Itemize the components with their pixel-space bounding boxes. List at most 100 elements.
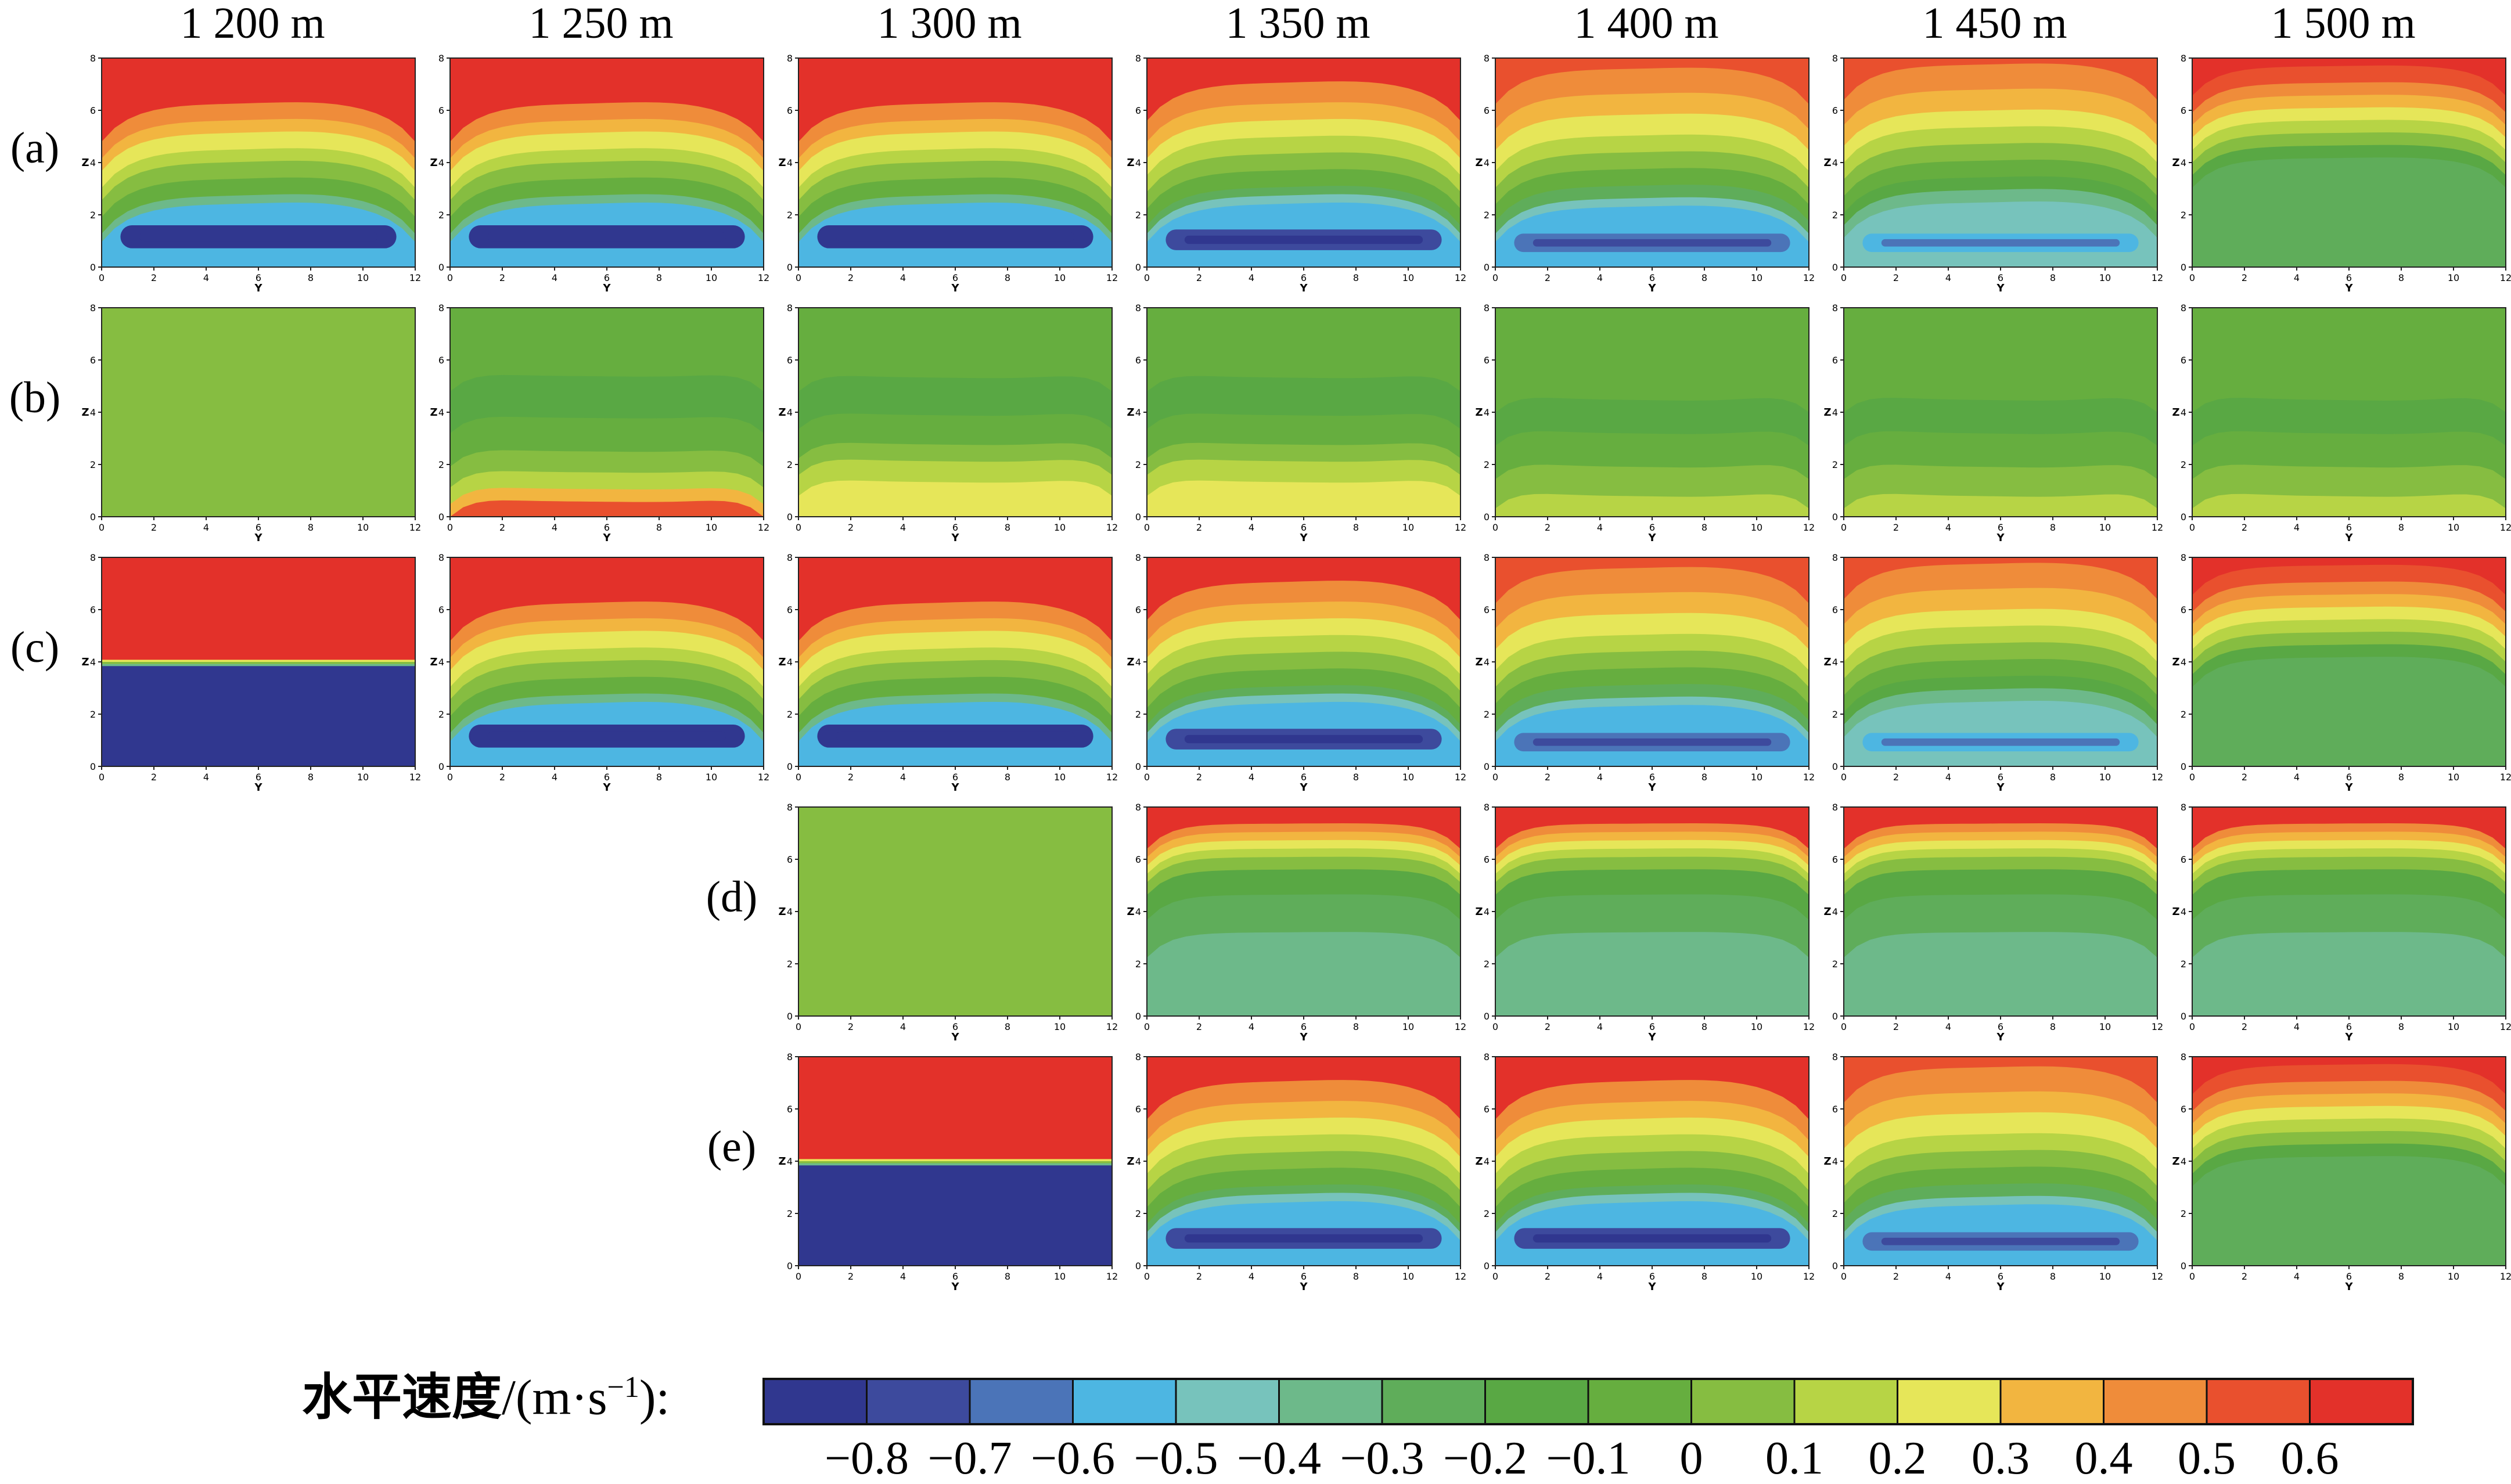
contour-band	[1844, 932, 2157, 1016]
x-tick-label: 0	[447, 772, 453, 783]
z-tick-label: 6	[1484, 854, 1490, 865]
x-axis-label: Y	[602, 781, 611, 794]
x-tick-label: 4	[900, 772, 906, 783]
z-tick-label: 4	[787, 1156, 793, 1167]
z-tick-label: 0	[1135, 1011, 1141, 1022]
z-tick-label: 4	[787, 906, 793, 917]
x-tick-label: 2	[1893, 772, 1899, 783]
x-tick-label: 8	[308, 272, 314, 283]
panel-background	[798, 807, 1112, 1016]
x-tick-label: 12	[2500, 1271, 2511, 1282]
contour-panel: 0 2 4 6 8 10 12 Y 0 2 4 6 8 Z	[778, 802, 1141, 1043]
contour-panel: 0 2 4 6 8 10 12 Y 0 2 4 6 8 Z	[81, 53, 444, 294]
x-tick-label: 6	[1998, 1021, 2003, 1032]
x-tick-label: 0	[1841, 522, 1847, 533]
z-tick-label: 0	[438, 512, 444, 523]
colorbar-segment	[1073, 1379, 1177, 1424]
x-tick-label: 10	[1054, 1021, 1066, 1032]
x-tick-label: 8	[2050, 272, 2056, 283]
x-tick-label: 10	[357, 772, 369, 783]
x-tick-label: 6	[1301, 522, 1307, 533]
z-tick-label: 8	[1135, 1051, 1141, 1062]
z-axis-label: Z	[430, 656, 437, 668]
x-tick-label: 2	[1545, 1271, 1551, 1282]
x-tick-label: 2	[1545, 1021, 1551, 1032]
x-tick-label: 2	[499, 272, 505, 283]
contour-band	[2192, 932, 2506, 1016]
x-tick-label: 4	[1249, 522, 1254, 533]
z-tick-label: 8	[2181, 302, 2186, 314]
z-tick-label: 6	[1832, 355, 1838, 366]
z-tick-label: 2	[787, 459, 793, 470]
z-tick-label: 8	[2181, 552, 2186, 563]
x-tick-label: 6	[1649, 522, 1655, 533]
z-tick-label: 8	[1135, 53, 1141, 64]
contour-panel: 0 2 4 6 8 10 12 Y 0 2 4 6 8 Z	[2172, 552, 2511, 794]
z-tick-label: 4	[787, 157, 793, 168]
x-tick-label: 2	[1893, 272, 1899, 283]
x-axis-label: Y	[1647, 781, 1656, 794]
x-axis-label: Y	[1647, 1031, 1656, 1043]
z-tick-label: 8	[90, 302, 96, 314]
x-tick-label: 12	[1803, 1021, 1815, 1032]
colorbar-tick-label: 0.6	[2280, 1433, 2339, 1484]
x-tick-label: 12	[1106, 522, 1118, 533]
x-tick-label: 4	[1597, 1021, 1603, 1032]
x-tick-label: 8	[2398, 772, 2404, 783]
jet-core-inner	[1532, 738, 1772, 746]
x-tick-label: 6	[952, 1021, 958, 1032]
x-tick-label: 10	[1402, 522, 1414, 533]
z-axis-label: Z	[430, 406, 437, 419]
z-tick-label: 2	[1484, 210, 1490, 221]
x-tick-label: 4	[203, 772, 209, 783]
z-tick-label: 4	[787, 407, 793, 418]
x-axis-label: Y	[1996, 781, 2005, 794]
x-tick-label: 4	[900, 1271, 906, 1282]
z-tick-label: 6	[787, 604, 793, 615]
z-tick-label: 6	[2181, 105, 2186, 116]
colorbar-segment	[2309, 1379, 2413, 1424]
x-tick-label: 12	[1455, 1271, 1466, 1282]
z-tick-label: 0	[438, 262, 444, 273]
x-tick-label: 12	[2500, 522, 2511, 533]
z-tick-label: 2	[1484, 459, 1490, 470]
z-tick-label: 6	[90, 604, 96, 615]
z-tick-label: 4	[90, 407, 96, 418]
z-tick-label: 2	[1135, 709, 1141, 720]
colorbar-segment	[1588, 1379, 1692, 1424]
x-tick-label: 6	[604, 772, 610, 783]
x-tick-label: 10	[2099, 1021, 2111, 1032]
x-axis-label: Y	[1299, 532, 1308, 544]
z-tick-label: 8	[438, 552, 444, 563]
x-tick-label: 2	[1893, 1271, 1899, 1282]
x-axis-label: Y	[1647, 532, 1656, 544]
contour-panel: 0 2 4 6 8 10 12 Y 0 2 4 6 8 Z	[81, 302, 444, 544]
contour-panel: 0 2 4 6 8 10 12 Y 0 2 4 6 8 Z	[2172, 802, 2511, 1043]
z-tick-label: 4	[1484, 407, 1490, 418]
x-tick-label: 10	[1402, 272, 1414, 283]
contour-band	[1495, 494, 1809, 517]
z-tick-label: 4	[1484, 906, 1490, 917]
x-tick-label: 2	[848, 772, 854, 783]
x-tick-label: 12	[2152, 272, 2163, 283]
jet-core-inner	[1532, 239, 1772, 247]
x-tick-label: 2	[499, 522, 505, 533]
colorbar-segment	[2207, 1379, 2310, 1424]
z-tick-label: 2	[2181, 459, 2186, 470]
z-tick-label: 0	[1484, 512, 1490, 523]
jet-core-inner	[139, 232, 378, 242]
x-tick-label: 8	[1353, 1021, 1359, 1032]
z-tick-label: 2	[1484, 1208, 1490, 1219]
z-tick-label: 0	[1832, 262, 1838, 273]
x-tick-label: 0	[447, 272, 453, 283]
x-tick-label: 12	[1106, 1021, 1118, 1032]
contour-panel: 0 2 4 6 8 10 12 Y 0 2 4 6 8 Z	[1127, 1051, 1490, 1293]
x-tick-label: 10	[706, 522, 717, 533]
column-header: 1 400 m	[1574, 0, 1719, 48]
x-tick-label: 10	[2099, 1271, 2111, 1282]
colorbar-segment	[1691, 1379, 1795, 1424]
x-tick-label: 8	[1701, 272, 1707, 283]
z-axis-label: Z	[1127, 656, 1134, 668]
x-tick-label: 0	[2189, 1271, 2195, 1282]
z-axis-label: Z	[2172, 906, 2179, 918]
